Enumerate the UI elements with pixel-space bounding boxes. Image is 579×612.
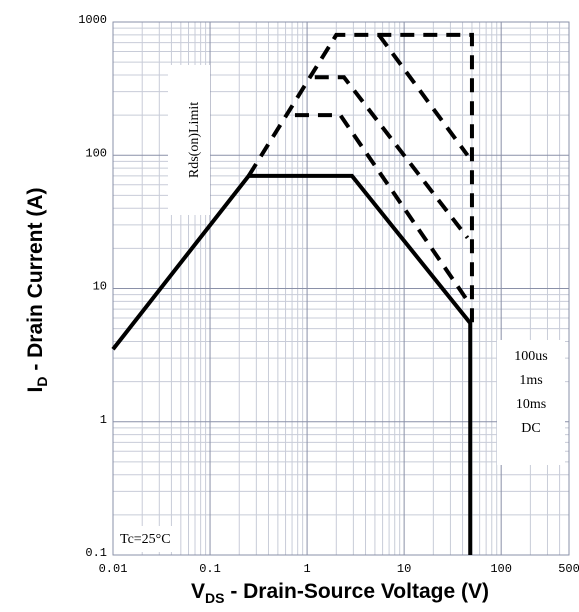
series-line: [377, 33, 470, 157]
y-tick-label: 1: [100, 413, 107, 427]
limit-line: [246, 32, 474, 324]
y-tick-label: 0.1: [85, 546, 107, 560]
x-tick-label: 1: [303, 562, 310, 576]
annotation-box: [168, 65, 210, 215]
y-tick-label: 10: [93, 280, 107, 294]
series-line: [314, 75, 470, 240]
grid: [112, 21, 570, 556]
x-label-rest: - Drain-Source Voltage (V): [224, 580, 488, 603]
x-tick-label: 10: [397, 562, 411, 576]
series-line: [111, 173, 473, 555]
x-axis-label: VDS - Drain-Source Voltage (V): [191, 580, 489, 606]
series-line: [294, 113, 470, 302]
lines: [111, 32, 474, 555]
x-tick-label: 0.01: [99, 562, 128, 576]
legend-label: 10ms: [516, 397, 546, 412]
x-tick-label: 100: [490, 562, 512, 576]
ticks: 0.01 0.1 1 10 100 500 0.1 1 10 100 1000: [78, 13, 579, 576]
x-label-main: V: [191, 580, 205, 603]
annotation: Tc=25°C: [120, 532, 171, 547]
x-label-sub: DS: [205, 590, 224, 606]
legend: [497, 340, 565, 465]
legend-label: 1ms: [519, 373, 542, 388]
annotation: Rds(on)Limit: [187, 102, 202, 178]
legend-label: 100us: [514, 349, 547, 364]
legend-entries: 100us 1ms 10ms DC: [514, 349, 547, 436]
y-tick-label: 1000: [78, 13, 107, 27]
legend-label: DC: [521, 421, 540, 436]
y-axis-label: ID - Drain Current (A): [24, 188, 50, 393]
x-tick-label: 500: [558, 562, 579, 576]
y-label-rest: - Drain Current (A): [24, 188, 47, 377]
y-tick-label: 100: [85, 146, 107, 160]
y-label-main: I: [24, 387, 47, 393]
x-tick-label: 0.1: [199, 562, 221, 576]
y-label-sub: D: [34, 377, 50, 387]
annotation-box: [116, 526, 180, 552]
